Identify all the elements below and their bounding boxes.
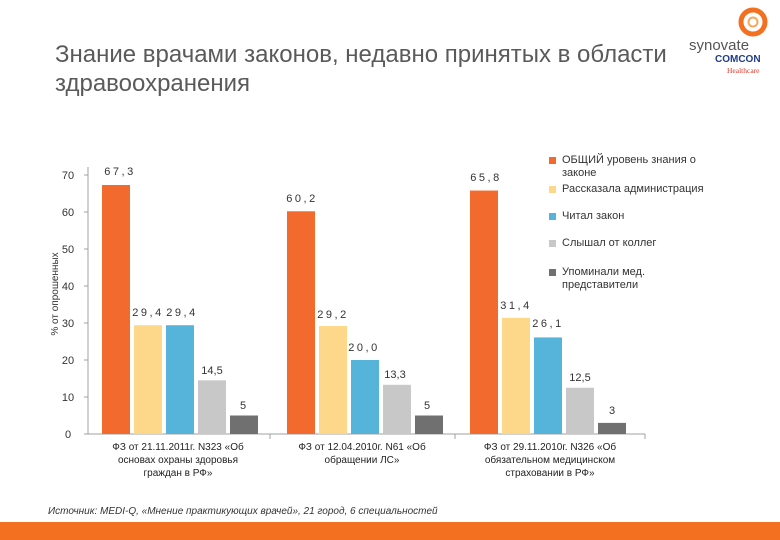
bar-1-series-5: [230, 415, 258, 434]
bar-1-series-1: [102, 184, 130, 434]
bar-3-series-2: [502, 317, 530, 434]
y-tick-label: 60: [62, 207, 74, 219]
bar-3-series-4: [566, 387, 594, 434]
y-tick-label: 50: [62, 244, 74, 256]
data-label: 31,4: [500, 300, 531, 312]
slide-title: Знание врачами законов, недавно принятых…: [55, 41, 667, 97]
data-label: 5: [240, 400, 246, 412]
data-label: 29,4: [132, 307, 163, 319]
bottom-accent-bar: [0, 522, 780, 540]
y-tick-label: 40: [62, 281, 74, 293]
data-label: 29,2: [317, 309, 348, 321]
bar-3-series-1: [470, 190, 498, 434]
bar-2-series-4: [383, 384, 411, 434]
bar-2-series-2: [319, 325, 347, 434]
legend-label-3: Читал закон: [562, 210, 624, 222]
category-label-1: ФЗ от 21.11.2011г. N323 «Об основах охран…: [112, 441, 244, 479]
logo-sub: COMCON: [715, 54, 761, 65]
bar-2-series-5: [415, 415, 443, 434]
logo-tag: Healthcare: [727, 66, 760, 75]
synovate-comcon-logo: synovate COMCON Healthcare: [689, 7, 768, 75]
category-label-2: ФЗ от 12.04.2010г. N61 «Об обращении ЛС»: [298, 441, 426, 466]
legend-swatch-2: [549, 186, 556, 193]
y-tick-label: 20: [62, 355, 74, 367]
legend-label-2: Рассказала администрация: [562, 183, 704, 195]
data-label: 60,2: [286, 193, 317, 205]
data-label: 12,5: [569, 372, 590, 384]
bar-1-series-2: [134, 325, 162, 434]
category-label-3: ФЗ от 29.11.2010г. N326 «Об обязательном …: [484, 441, 616, 479]
y-tick-label: 70: [62, 170, 74, 182]
bar-1-series-3: [166, 325, 194, 434]
y-tick-label: 0: [65, 429, 71, 441]
bar-2-series-3: [351, 360, 379, 434]
data-label: 29,4: [166, 307, 197, 319]
legend-swatch-3: [549, 213, 556, 220]
y-tick-label: 30: [62, 318, 74, 330]
logo-ring: [738, 7, 768, 37]
legend-label-5: Упоминали мед. представители: [562, 266, 645, 291]
data-label: 13,3: [384, 369, 405, 381]
data-label: 65,8: [470, 172, 501, 184]
legend-label-4: Слышал от коллег: [562, 237, 656, 249]
legend-swatch-5: [549, 269, 556, 276]
data-label: 20,0: [348, 342, 379, 354]
bar-3-series-3: [534, 337, 562, 434]
y-axis-label: % от опрошенных: [50, 252, 61, 335]
legend-label-1: ОБЩИЙ уровень знания о законе: [562, 153, 696, 179]
data-label: 14,5: [201, 365, 222, 377]
data-label: 26,1: [532, 318, 563, 330]
data-label: 3: [609, 405, 615, 417]
bar-3-series-5: [598, 422, 626, 434]
legend-swatch-4: [549, 240, 556, 247]
source-note: Источник: MEDI-Q, «Мнение практикующих в…: [48, 506, 438, 517]
bar-2-series-1: [287, 211, 315, 434]
y-tick-label: 10: [62, 392, 74, 404]
bar-1-series-4: [198, 380, 226, 434]
logo-brand: synovate: [689, 37, 749, 54]
legend-swatch-1: [549, 157, 556, 164]
data-label: 5: [424, 400, 430, 412]
data-label: 67,3: [104, 166, 135, 178]
